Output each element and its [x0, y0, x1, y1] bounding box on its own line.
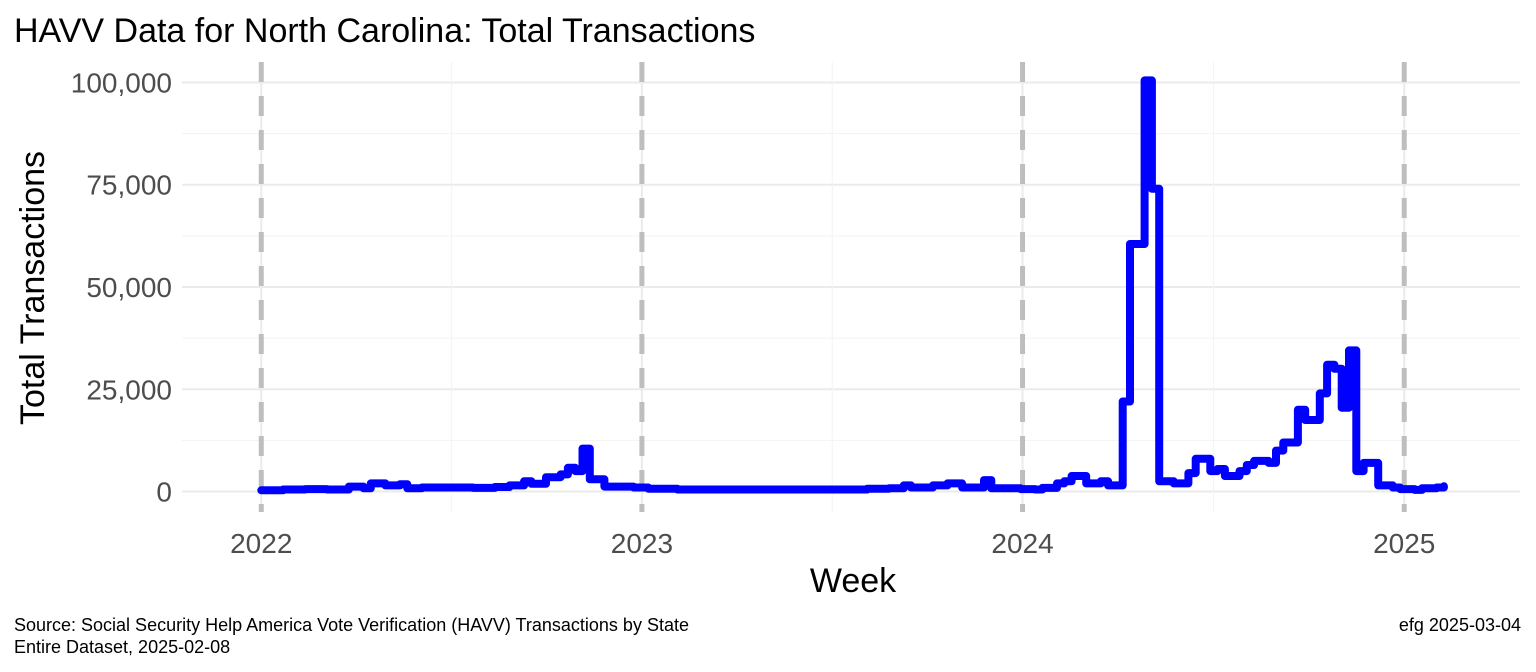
- x-tick-label: 2023: [611, 528, 673, 559]
- grid-layer: [182, 62, 1520, 512]
- x-tick-label: 2024: [991, 528, 1053, 559]
- y-tick-labels: 0 25,000 50,000 75,000 100,000: [71, 67, 172, 507]
- y-axis-title: Total Transactions: [14, 151, 52, 425]
- y-tick-label: 50,000: [86, 272, 172, 303]
- x-axis-title: Week: [810, 562, 897, 600]
- author-caption: efg 2025-03-04: [1399, 615, 1521, 635]
- series-layer: [257, 76, 1448, 495]
- x-tick-label: 2025: [1373, 528, 1435, 559]
- y-tick-label: 0: [156, 477, 172, 508]
- year-marker-layer: [258, 62, 1407, 512]
- dataset-caption: Entire Dataset, 2025-02-08: [14, 637, 230, 657]
- y-tick-label: 25,000: [86, 374, 172, 405]
- transactions-series-line: [257, 76, 1448, 495]
- source-caption: Source: Social Security Help America Vot…: [14, 615, 689, 635]
- y-tick-label: 75,000: [86, 170, 172, 201]
- x-tick-labels: 2022 2023 2024 2025: [230, 528, 1435, 559]
- x-tick-label: 2022: [230, 528, 292, 559]
- y-tick-label: 100,000: [71, 67, 172, 98]
- chart-title: HAVV Data for North Carolina: Total Tran…: [14, 12, 755, 50]
